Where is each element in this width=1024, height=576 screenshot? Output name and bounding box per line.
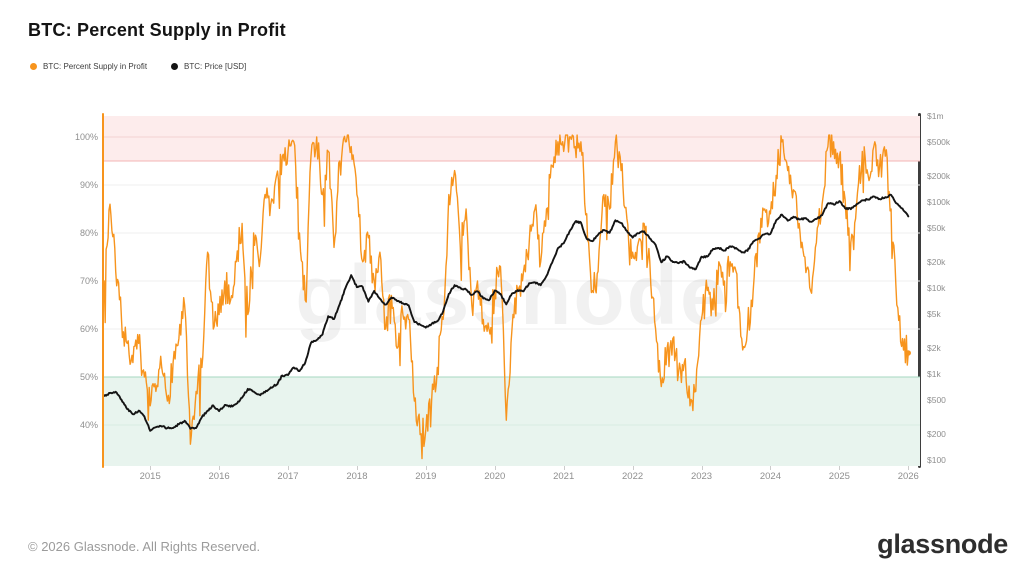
x-tick-mark-2019	[425, 466, 427, 470]
y-right-tick-$10k: $10k	[927, 282, 946, 293]
x-tick-mark-2017	[288, 466, 289, 470]
x-tick-2026: 2026	[897, 471, 919, 482]
glassnode-logo: glassnode	[877, 529, 1008, 559]
price-series-line	[104, 193, 910, 432]
y-right-tick-$5k: $5k	[927, 308, 941, 319]
profit-top-band	[104, 116, 920, 161]
y-right-tick-$100k: $100k	[927, 196, 951, 207]
y-right-tick-$2k: $2k	[927, 343, 941, 354]
x-tick-mark-2025	[839, 466, 841, 470]
supply-in-profit-series-line	[104, 134, 909, 460]
x-tick-2020: 2020	[484, 471, 506, 482]
footer-copyright: © 2026 Glassnode. All Rights Reserved.	[28, 539, 261, 554]
y-left-tick-50%: 50%	[79, 371, 98, 382]
y-right-tick-$200: $200	[927, 429, 946, 440]
x-tick-mark-2016	[219, 466, 221, 470]
x-tick-2018: 2018	[346, 471, 368, 482]
x-tick-mark-2024	[770, 466, 772, 470]
x-tick-2017: 2017	[277, 471, 299, 482]
legend-item-price[interactable]: BTC: Price [USD]	[171, 62, 246, 71]
x-tick-2022: 2022	[622, 471, 644, 482]
legend-label-supply: BTC: Percent Supply in Profit	[43, 62, 148, 71]
plot-canvas[interactable]: glassnode	[104, 116, 920, 466]
profit-bottom-band	[104, 376, 920, 466]
x-tick-2021: 2021	[553, 471, 575, 482]
y-right-tick-$50k: $50k	[927, 222, 946, 233]
x-tick-mark-2018	[356, 466, 358, 470]
y-right-tick-$100: $100	[927, 454, 946, 465]
y-right-tick-$500k: $500k	[927, 136, 951, 147]
y-left-tick-100%: 100%	[74, 131, 98, 142]
right-axis-line	[917, 113, 921, 468]
y-left-tick-90%: 90%	[79, 179, 98, 190]
left-axis-line	[101, 113, 104, 468]
y-right-tick-$200k: $200k	[927, 171, 951, 182]
y-left-tick-70%: 70%	[79, 275, 98, 286]
x-tick-mark-2021	[563, 466, 565, 470]
x-tick-2019: 2019	[415, 471, 437, 482]
legend-dot-price-icon	[171, 63, 179, 70]
y-right-tick-$20k: $20k	[927, 257, 946, 268]
x-tick-mark-2023	[701, 466, 703, 470]
y-left-tick-60%: 60%	[79, 323, 98, 334]
x-tick-2024: 2024	[759, 471, 781, 482]
x-tick-mark-2020	[494, 466, 496, 470]
y-right-tick-$1m: $1m	[927, 111, 944, 121]
x-tick-mark-2022	[632, 466, 634, 470]
legend-item-supply-in-profit[interactable]: BTC: Percent Supply in Profit	[30, 62, 147, 71]
x-tick-2015: 2015	[139, 471, 161, 482]
legend-dot-supply-icon	[30, 63, 37, 70]
legend: BTC: Percent Supply in Profit BTC: Price…	[30, 62, 246, 71]
y-left-tick-40%: 40%	[79, 419, 98, 430]
y-left-tick-80%: 80%	[79, 227, 98, 238]
legend-label-price: BTC: Price [USD]	[184, 62, 247, 71]
x-tick-2023: 2023	[690, 471, 713, 482]
x-tick-mark-2015	[150, 466, 152, 470]
x-tick-2016: 2016	[208, 471, 230, 482]
x-tick-2025: 2025	[828, 471, 850, 482]
y-right-tick-$500: $500	[927, 394, 946, 405]
supply-series-end-dot-icon	[905, 350, 911, 356]
x-tick-mark-2026	[908, 466, 910, 470]
page-title: BTC: Percent Supply in Profit	[28, 20, 286, 40]
y-right-tick-$1k: $1k	[927, 368, 941, 379]
